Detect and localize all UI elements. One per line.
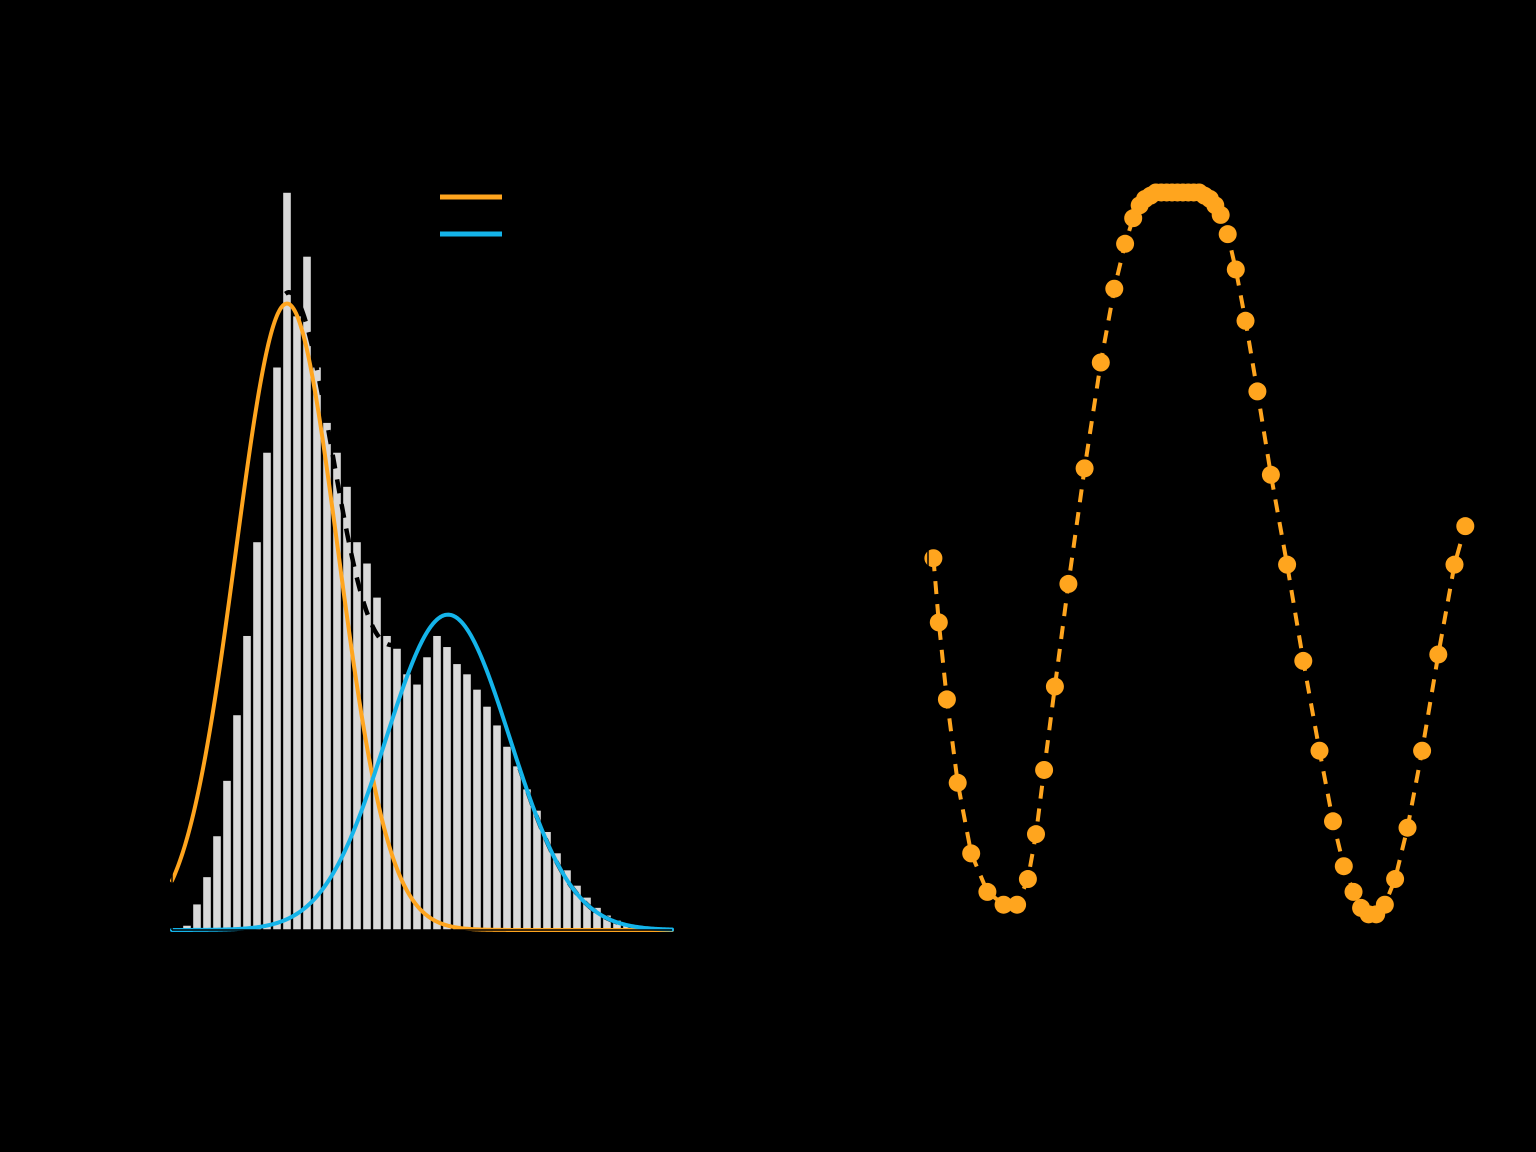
data-point-marker	[1248, 382, 1267, 401]
histogram-bar	[553, 853, 561, 930]
histogram-bar	[463, 674, 471, 930]
data-point-marker	[937, 690, 956, 709]
histogram-bar	[613, 920, 621, 931]
data-point-marker	[924, 549, 943, 568]
left-panel-plot-svg	[169, 180, 674, 932]
data-point-marker	[1027, 825, 1045, 844]
histogram-bar	[223, 780, 231, 930]
histogram-bar	[233, 715, 241, 930]
gaussian-component-curve-2	[170, 612, 674, 932]
data-point-marker	[1445, 555, 1464, 574]
data-point-marker	[948, 773, 967, 792]
data-point-marker	[1261, 465, 1280, 484]
data-point-marker	[1386, 870, 1405, 889]
histogram-bar	[493, 725, 501, 930]
data-point-marker	[994, 895, 1013, 914]
histogram-bar	[413, 684, 421, 930]
histogram-bar	[593, 907, 601, 930]
data-point-marker	[929, 613, 948, 632]
double-well-markers	[924, 183, 1475, 924]
histogram-bar	[423, 657, 431, 930]
histogram-group	[169, 180, 674, 932]
histogram-bar	[403, 674, 411, 930]
data-point-marker	[1278, 555, 1297, 574]
histogram-bar	[273, 367, 281, 930]
histogram-bar	[583, 897, 591, 930]
data-point-marker	[1018, 870, 1037, 889]
data-point-marker	[962, 844, 981, 863]
data-point-marker	[1116, 234, 1135, 253]
data-point-marker	[1310, 741, 1329, 760]
data-point-marker	[1211, 205, 1230, 224]
data-point-marker	[1226, 260, 1245, 279]
data-point-marker	[1075, 459, 1094, 478]
histogram-bar	[183, 925, 191, 930]
data-point-marker	[978, 882, 997, 901]
data-point-marker	[1294, 651, 1313, 670]
histogram-bar	[573, 885, 581, 930]
data-point-marker	[1091, 353, 1110, 372]
data-point-marker	[1324, 812, 1342, 831]
histogram-bar	[283, 192, 291, 930]
histogram-bar	[313, 367, 321, 930]
histogram-bar	[383, 635, 391, 930]
histogram-bar	[603, 915, 611, 930]
data-point-marker	[1344, 882, 1363, 901]
histogram-bar	[483, 706, 491, 930]
histogram-bar	[523, 789, 531, 931]
data-point-marker	[1429, 645, 1448, 664]
right-panel-double-well	[768, 0, 1536, 1152]
data-point-marker	[1398, 818, 1417, 837]
histogram-bar	[443, 647, 451, 930]
data-point-marker	[1045, 677, 1064, 696]
histogram-bar	[543, 831, 551, 930]
histogram-bar	[213, 836, 221, 930]
histogram-bar	[563, 870, 571, 930]
double-well-group	[924, 170, 1475, 941]
histogram-bar	[333, 452, 341, 930]
histogram-bar	[263, 452, 271, 930]
histogram-bar	[433, 635, 441, 930]
data-point-marker	[1008, 895, 1027, 914]
data-point-marker	[1236, 311, 1255, 330]
histogram-bar	[533, 810, 541, 930]
data-point-marker	[1456, 517, 1475, 536]
histogram-bar	[473, 689, 481, 930]
histogram-bar	[393, 648, 401, 930]
histogram-bar	[453, 664, 461, 930]
histogram-bar	[343, 486, 351, 930]
histogram-bar	[193, 904, 201, 930]
histogram-bar	[203, 877, 211, 930]
data-point-marker	[1218, 225, 1237, 244]
data-point-marker	[1334, 857, 1353, 876]
histogram-bars	[183, 192, 661, 931]
histogram-bar	[503, 746, 511, 930]
data-point-marker	[1413, 741, 1432, 760]
data-point-marker	[1375, 895, 1394, 914]
data-point-marker	[1105, 279, 1124, 298]
histogram-bar	[303, 256, 311, 930]
histogram-bar	[293, 316, 301, 930]
legend	[440, 194, 502, 237]
histogram-bar	[253, 542, 261, 930]
double-well-dashed-line	[931, 190, 1468, 917]
left-panel-histogram	[169, 180, 674, 932]
histogram-bar	[243, 635, 251, 930]
data-point-marker	[1035, 760, 1054, 779]
right-panel-plot-svg	[924, 170, 1475, 941]
histogram-bar	[353, 542, 361, 930]
histogram-bar	[323, 422, 331, 930]
data-point-marker	[1059, 574, 1078, 593]
histogram-bar	[513, 766, 521, 930]
